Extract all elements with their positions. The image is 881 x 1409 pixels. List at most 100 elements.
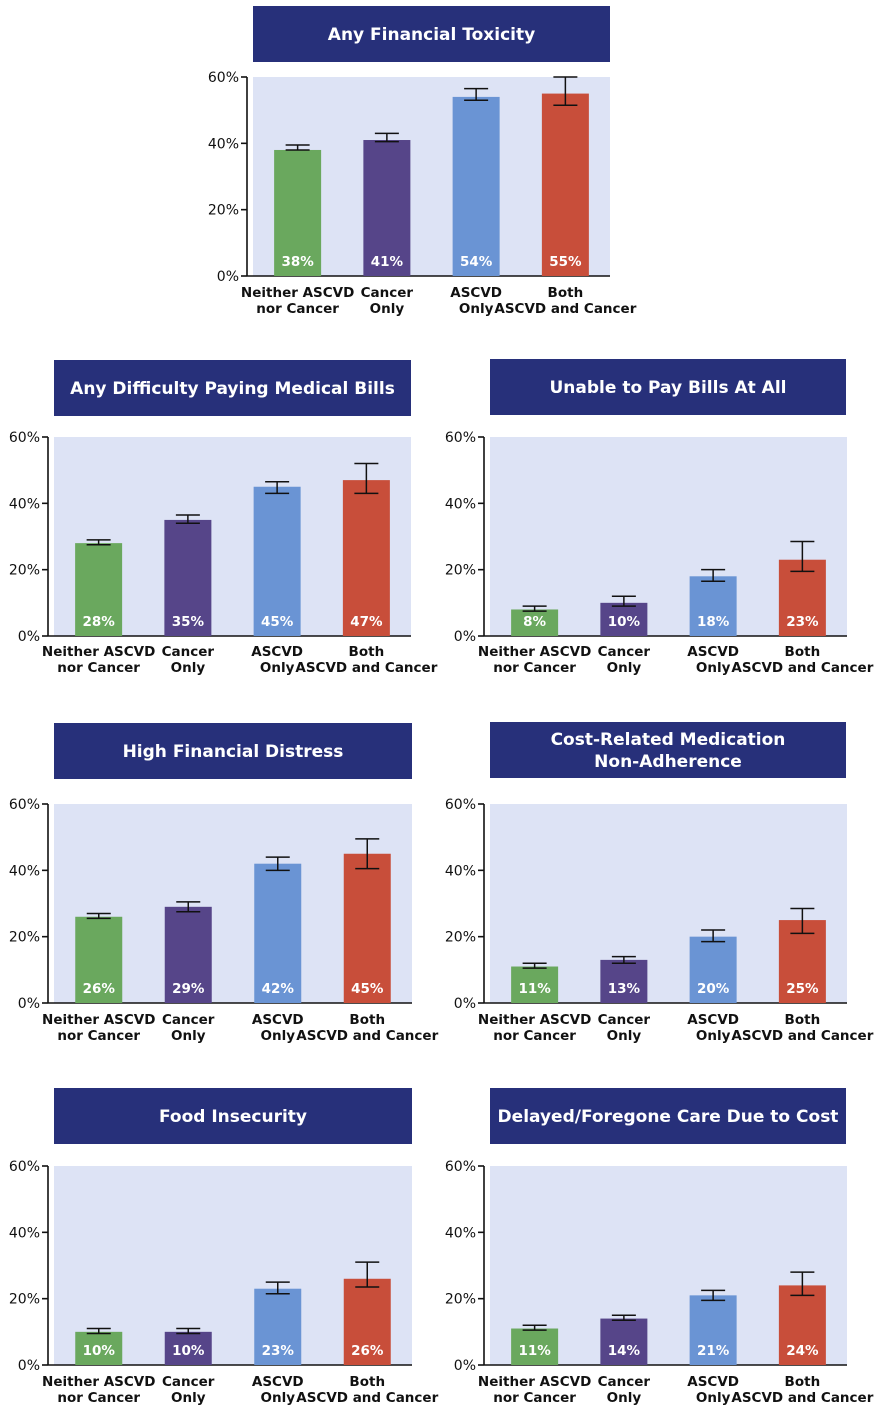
category-label: ASCVD: [252, 1374, 304, 1390]
category-label: Cancer: [162, 644, 215, 660]
bar-value-label: 29%: [172, 981, 205, 997]
bar-value-label: 55%: [549, 254, 582, 270]
category-label: Only: [171, 1390, 206, 1406]
y-tick-label: 20%: [9, 563, 40, 579]
panel-title: Delayed/Foregone Care Due to Cost: [498, 1107, 839, 1127]
category-label: ASCVD and Cancer: [295, 660, 437, 676]
y-tick-label: 60%: [445, 430, 476, 446]
bar-value-label: 28%: [82, 614, 115, 630]
chart-panel-1: Any Financial Toxicity 0% 20% 40% 60% 38% Neit…: [208, 6, 637, 317]
chart-panel-4: High Financial Distress 0% 20% 40% 60% 26% Nei…: [9, 723, 439, 1044]
bar: [363, 140, 411, 276]
category-label: Only: [696, 660, 731, 676]
category-label: Only: [370, 301, 405, 317]
category-label: nor Cancer: [493, 1028, 576, 1044]
category-label: Neither ASCVD: [42, 1012, 155, 1028]
panel-title-box: [253, 6, 610, 62]
bar: [689, 576, 737, 636]
bar: [254, 1288, 302, 1365]
category-label: Neither ASCVD: [42, 1374, 155, 1390]
bar: [164, 906, 212, 1003]
panel-title: Unable to Pay Bills At All: [550, 378, 787, 398]
category-label: Both: [785, 644, 821, 660]
category-label: nor Cancer: [57, 660, 140, 676]
bar-value-label: 21%: [697, 1343, 730, 1359]
category-label: Only: [607, 1028, 642, 1044]
bar: [778, 559, 826, 636]
panel-title: Food Insecurity: [159, 1107, 307, 1127]
category-label: Only: [260, 1028, 295, 1044]
category-label: Cancer: [598, 1012, 651, 1028]
bar-value-label: 26%: [351, 1343, 384, 1359]
panel-title: High Financial Distress: [123, 742, 344, 762]
y-tick-label: 0%: [18, 629, 40, 645]
bar-value-label: 11%: [518, 1343, 551, 1359]
category-label: ASCVD: [687, 644, 739, 660]
category-label: Cancer: [361, 285, 414, 301]
category-label: Cancer: [162, 1012, 215, 1028]
bar-value-label: 38%: [281, 254, 314, 270]
category-label: Both: [548, 285, 584, 301]
category-label: Neither ASCVD: [241, 285, 354, 301]
bar-value-label: 42%: [262, 981, 295, 997]
bar-value-label: 47%: [350, 614, 383, 630]
bar: [778, 1285, 826, 1365]
category-label: Neither ASCVD: [478, 1012, 591, 1028]
category-label: Both: [785, 1374, 821, 1390]
category-label: ASCVD: [450, 285, 502, 301]
y-tick-label: 0%: [217, 269, 239, 285]
bar: [75, 543, 123, 636]
y-tick-label: 0%: [18, 996, 40, 1012]
bar: [254, 863, 302, 1003]
y-tick-label: 40%: [445, 496, 476, 512]
panel-title-box: [54, 723, 412, 779]
bar: [600, 1318, 648, 1365]
bar: [343, 1278, 391, 1365]
panel-title: Any Difficulty Paying Medical Bills: [70, 379, 395, 399]
category-label: Neither ASCVD: [42, 644, 155, 660]
category-label: ASCVD and Cancer: [731, 1028, 873, 1044]
y-tick-label: 40%: [445, 1225, 476, 1241]
category-label: Cancer: [162, 1374, 215, 1390]
category-label: ASCVD: [252, 1012, 304, 1028]
bar: [253, 486, 301, 636]
category-label: Neither ASCVD: [478, 644, 591, 660]
bar: [343, 853, 391, 1003]
category-label: Only: [607, 660, 642, 676]
y-tick-label: 60%: [445, 1159, 476, 1175]
category-label: Only: [260, 1390, 295, 1406]
panel-title-box: [490, 722, 846, 778]
bar-value-label: 25%: [786, 981, 819, 997]
category-label: ASCVD: [687, 1374, 739, 1390]
y-tick-label: 40%: [445, 863, 476, 879]
bar-value-label: 14%: [608, 1343, 641, 1359]
y-tick-label: 60%: [208, 70, 239, 86]
bar: [600, 959, 648, 1003]
category-label: Neither ASCVD: [478, 1374, 591, 1390]
y-tick-label: 0%: [454, 629, 476, 645]
category-label: Only: [696, 1390, 731, 1406]
y-tick-label: 60%: [9, 797, 40, 813]
panel-title: Cost-Related Medication: [551, 730, 786, 750]
bar: [164, 519, 212, 636]
category-label: Cancer: [598, 1374, 651, 1390]
category-label: nor Cancer: [493, 660, 576, 676]
bar-value-label: 11%: [518, 981, 551, 997]
bar-value-label: 45%: [261, 614, 294, 630]
y-tick-label: 0%: [454, 996, 476, 1012]
category-label: Only: [171, 1028, 206, 1044]
category-label: ASCVD and Cancer: [731, 660, 873, 676]
bar: [164, 1331, 212, 1365]
bar-value-label: 8%: [523, 614, 546, 630]
bar: [75, 1331, 123, 1365]
y-tick-label: 0%: [18, 1358, 40, 1374]
category-label: Only: [171, 660, 206, 676]
y-tick-label: 20%: [445, 930, 476, 946]
y-tick-label: 60%: [445, 797, 476, 813]
y-tick-label: 20%: [445, 563, 476, 579]
chart-panel-6: Food Insecurity 0% 20% 40% 60% 10% Neither ASC…: [9, 1088, 439, 1406]
bar-value-label: 41%: [371, 254, 404, 270]
category-label: Both: [349, 1012, 385, 1028]
